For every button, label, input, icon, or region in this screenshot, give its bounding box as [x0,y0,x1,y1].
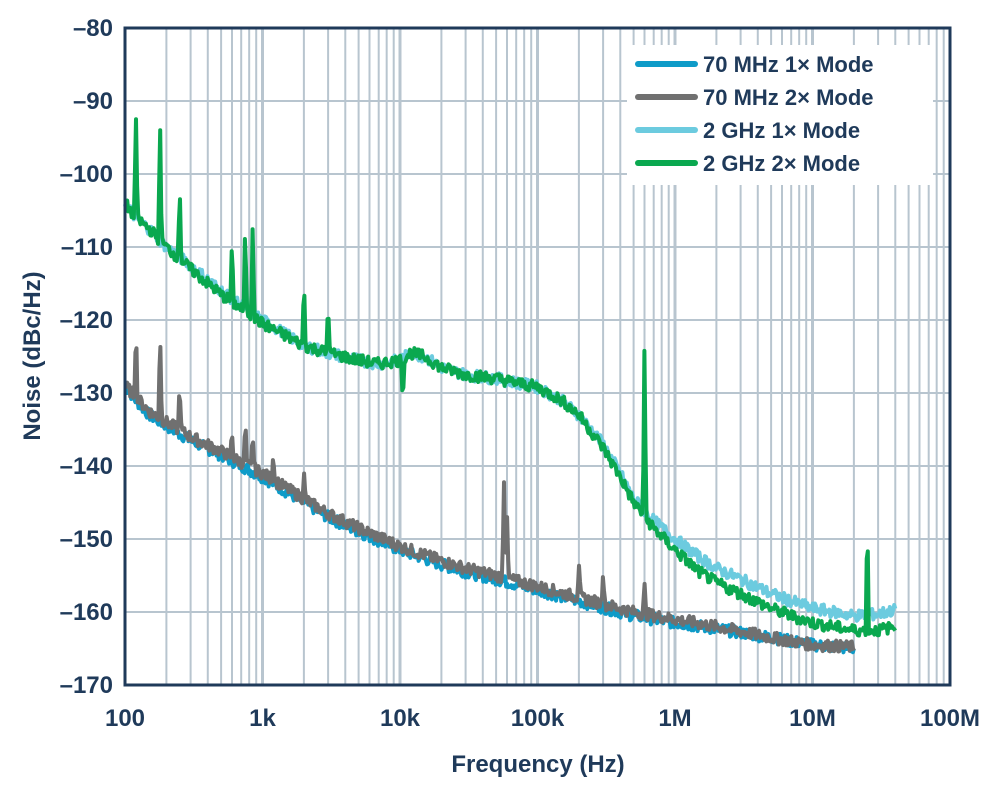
legend-label: 70 MHz 2× Mode [703,85,874,110]
series-line [124,117,897,638]
y-tick-label: –150 [60,526,113,553]
plot-frame [123,26,952,687]
legend-label: 70 MHz 1× Mode [703,52,874,77]
x-tick-label: 10M [789,705,836,732]
y-tick-label: –100 [60,161,113,188]
x-tick-label: 1k [249,705,276,732]
series-line [124,345,856,654]
y-tick-label: –160 [60,599,113,626]
y-tick-label: –90 [73,88,113,115]
y-axis-label: Noise (dBc/Hz) [19,271,46,440]
y-tick-label: –130 [60,380,113,407]
y-tick-label: –80 [73,15,113,42]
legend-label: 2 GHz 1× Mode [703,118,860,143]
legend-label: 2 GHz 2× Mode [703,151,860,176]
x-tick-label: 100M [920,705,980,732]
y-tick-label: –110 [61,234,113,261]
y-tick-label: –120 [60,307,113,334]
x-tick-label: 100k [511,705,565,732]
legend: 70 MHz 1× Mode 70 MHz 2× Mode 2 GHz 1× Mod… [627,45,933,185]
x-tick-label: 1M [658,705,691,732]
x-tick-label: 10k [380,705,421,732]
y-tick-labels: –80 –90 –100 –110 –120 –130 –140 –150 –160 –170 [60,15,113,699]
x-axis-label: Frequency (Hz) [451,751,624,778]
x-tick-label: 100 [105,705,145,732]
y-tick-label: –140 [60,453,113,480]
series-lines [123,117,898,655]
x-tick-labels: 100 1k 10k 100k 1M 10M 100M [105,705,980,732]
y-tick-label: –170 [60,672,113,699]
